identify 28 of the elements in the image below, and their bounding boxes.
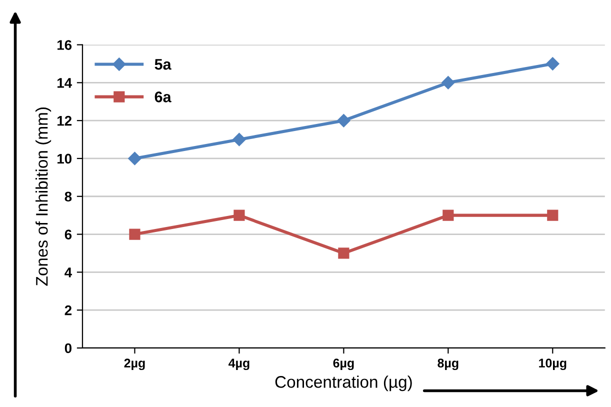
y-tick-label: 2 bbox=[64, 305, 72, 316]
point bbox=[128, 152, 142, 166]
y-tick-label: 12 bbox=[57, 116, 72, 126]
point bbox=[546, 57, 560, 70]
point bbox=[547, 210, 558, 221]
legend-label: 5a bbox=[154, 59, 172, 70]
point bbox=[234, 210, 245, 221]
x-tick-label: 6µg bbox=[333, 358, 354, 370]
x-axis-title: Concentration (µg) bbox=[275, 376, 412, 392]
y-tick-label: 14 bbox=[57, 78, 72, 88]
point bbox=[338, 248, 350, 259]
point bbox=[337, 114, 350, 128]
y-tick-label: 8 bbox=[64, 192, 72, 202]
legend-label: 6a bbox=[154, 92, 172, 102]
y-tick-label: 6 bbox=[64, 230, 72, 240]
y-axis-title: Zones of Inhibition (mm) bbox=[36, 108, 52, 286]
x-tick-label: 10µg bbox=[539, 358, 566, 370]
point bbox=[232, 132, 246, 146]
point bbox=[442, 210, 454, 221]
y-tick-label: 10 bbox=[57, 154, 72, 164]
x-tick-label: 2µg bbox=[124, 358, 145, 370]
x-tick-label: 8µg bbox=[438, 358, 458, 370]
y-tick-label: 16 bbox=[57, 40, 72, 50]
x-tick-label: 4µg bbox=[228, 358, 250, 370]
point bbox=[442, 76, 455, 90]
point bbox=[129, 228, 140, 240]
y-tick-label: 4 bbox=[64, 268, 72, 278]
y-tick-label: 0 bbox=[64, 343, 72, 354]
